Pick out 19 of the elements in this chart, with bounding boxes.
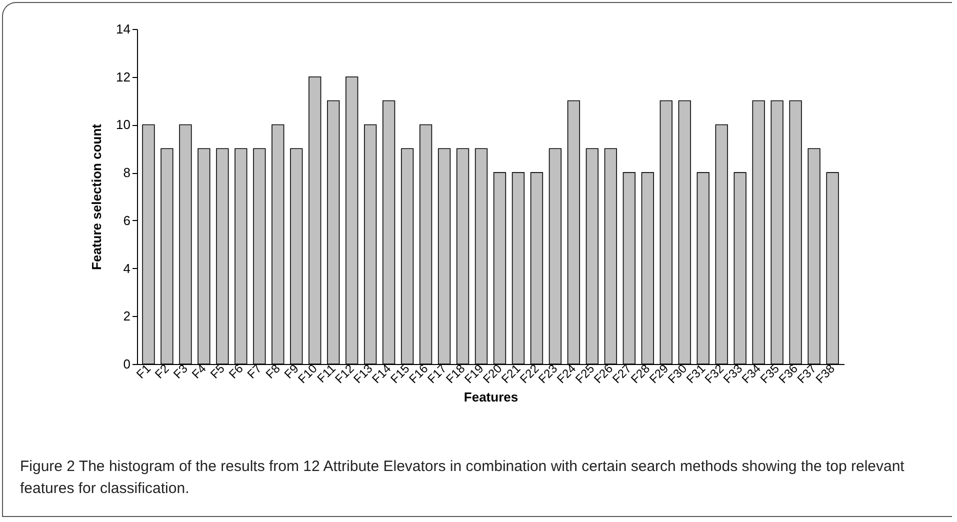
x-tick-label: F6 xyxy=(226,361,246,382)
x-tick-label: F3 xyxy=(170,361,191,382)
x-tick-label: F1 xyxy=(134,361,154,382)
y-tick-label: 6 xyxy=(123,212,130,228)
x-tick-label: F7 xyxy=(244,361,265,382)
y-tick-label: 10 xyxy=(116,117,130,132)
x-tick-label: F8 xyxy=(263,361,284,382)
y-axis-title: Feature selection count xyxy=(89,123,104,270)
y-tick-label: 14 xyxy=(116,22,130,36)
x-axis-title: Features xyxy=(464,389,518,404)
x-tick-label: F5 xyxy=(208,361,228,382)
y-tick-label: 2 xyxy=(123,308,130,324)
y-tick-label: 4 xyxy=(123,260,130,276)
y-tick-label: 0 xyxy=(123,356,130,372)
x-tick-label: F4 xyxy=(189,361,210,382)
caption: Figure 2 The histogram of the results from 12 Attribute Elevators in combination with certain search methods showing the top relevant features for classification. xyxy=(20,457,906,499)
y-tick-label: 8 xyxy=(123,165,130,180)
y-tick-label: 12 xyxy=(116,69,130,84)
x-tick-label: F2 xyxy=(152,361,172,382)
